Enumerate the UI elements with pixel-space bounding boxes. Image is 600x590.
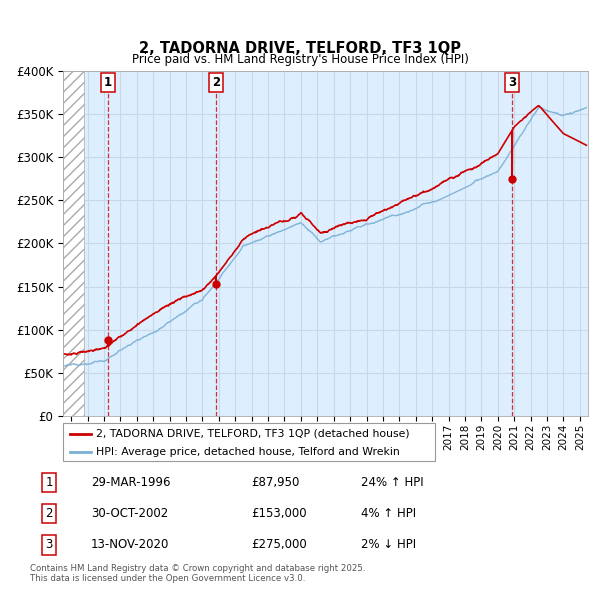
- Text: 2: 2: [46, 507, 53, 520]
- Text: 1: 1: [104, 76, 112, 89]
- Text: Contains HM Land Registry data © Crown copyright and database right 2025.
This d: Contains HM Land Registry data © Crown c…: [30, 563, 365, 583]
- Text: 4% ↑ HPI: 4% ↑ HPI: [361, 507, 416, 520]
- Text: 3: 3: [508, 76, 516, 89]
- Text: 24% ↑ HPI: 24% ↑ HPI: [361, 476, 424, 489]
- Text: 2, TADORNA DRIVE, TELFORD, TF3 1QP (detached house): 2, TADORNA DRIVE, TELFORD, TF3 1QP (deta…: [97, 429, 410, 439]
- Text: £87,950: £87,950: [251, 476, 299, 489]
- Text: £275,000: £275,000: [251, 538, 307, 551]
- Text: 2, TADORNA DRIVE, TELFORD, TF3 1QP: 2, TADORNA DRIVE, TELFORD, TF3 1QP: [139, 41, 461, 56]
- Text: 3: 3: [46, 538, 53, 551]
- Text: Price paid vs. HM Land Registry's House Price Index (HPI): Price paid vs. HM Land Registry's House …: [131, 53, 469, 65]
- Bar: [63, 71, 83, 416]
- Text: HPI: Average price, detached house, Telford and Wrekin: HPI: Average price, detached house, Telf…: [97, 447, 400, 457]
- Text: 2% ↓ HPI: 2% ↓ HPI: [361, 538, 416, 551]
- Text: 13-NOV-2020: 13-NOV-2020: [91, 538, 169, 551]
- Text: 29-MAR-1996: 29-MAR-1996: [91, 476, 170, 489]
- Text: 1: 1: [46, 476, 53, 489]
- Text: £153,000: £153,000: [251, 507, 307, 520]
- Text: 2: 2: [212, 76, 220, 89]
- Text: 30-OCT-2002: 30-OCT-2002: [91, 507, 168, 520]
